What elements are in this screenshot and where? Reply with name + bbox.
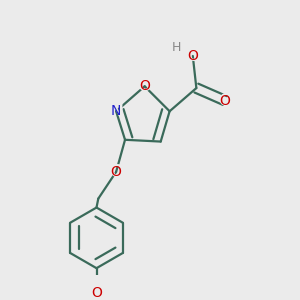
Text: H: H xyxy=(172,40,182,54)
Text: O: O xyxy=(218,92,232,110)
Text: O: O xyxy=(111,165,122,179)
Text: O: O xyxy=(91,286,102,300)
Text: N: N xyxy=(109,102,123,120)
Text: O: O xyxy=(137,77,152,95)
Text: O: O xyxy=(139,79,150,93)
Text: O: O xyxy=(188,49,198,63)
Text: N: N xyxy=(111,104,121,118)
Text: O: O xyxy=(186,47,200,65)
Text: O: O xyxy=(89,284,103,300)
Text: O: O xyxy=(220,94,230,108)
Text: O: O xyxy=(109,163,123,181)
